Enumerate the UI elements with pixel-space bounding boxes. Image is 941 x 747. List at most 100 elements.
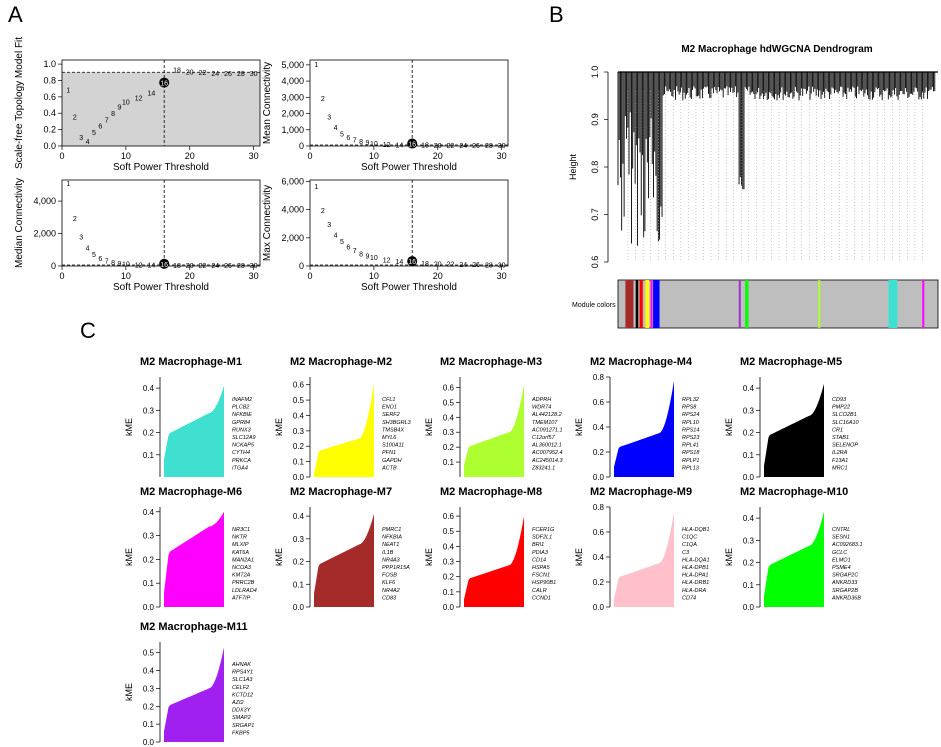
y-tick-label: 0.2 xyxy=(143,429,155,438)
gene-label: SLC16A10 xyxy=(832,420,860,426)
data-point-label: 22 xyxy=(199,263,207,270)
data-point-label: 28 xyxy=(485,143,493,150)
gene-label: RPS18 xyxy=(682,450,700,456)
gene-label: PMP22 xyxy=(832,405,850,411)
data-point-label: 7 xyxy=(105,258,109,265)
gene-label: TMSB4X xyxy=(382,427,404,433)
kme-plot-title: M2 Macrophage-M2 xyxy=(290,356,392,368)
x-tick-label: 10 xyxy=(121,271,131,281)
y-axis-label: Mean Connectivity xyxy=(262,62,273,144)
gene-label: S100A11 xyxy=(382,443,404,449)
gene-label: RPS24 xyxy=(682,412,699,418)
data-point-label: 18 xyxy=(421,261,429,268)
gene-label: ATF7IP xyxy=(231,595,251,601)
x-tick-label: 0 xyxy=(59,151,64,161)
kme-area xyxy=(164,511,224,607)
kme-area xyxy=(464,384,524,477)
data-point-label: 12 xyxy=(383,258,391,265)
y-tick-label: 1,000 xyxy=(281,125,304,135)
data-point-label: 1 xyxy=(314,62,318,69)
data-point-label: 9 xyxy=(366,140,370,147)
panel-label-a: A xyxy=(8,2,23,27)
data-point-label: 2 xyxy=(73,114,77,121)
gene-label: PFN1 xyxy=(382,450,396,456)
y-tick-label: 0.4 xyxy=(143,667,155,676)
x-tick-label: 10 xyxy=(369,271,379,281)
kme-area xyxy=(614,512,674,607)
gene-label: ADPRH xyxy=(531,397,551,403)
x-tick-label: 20 xyxy=(185,271,195,281)
y-tick-label: 0.2 xyxy=(43,125,56,135)
kme-plot-7: M2 Macrophage-M7 0.0 0.1 0.2 0.3 0.4 kME PMRC1 N… xyxy=(274,486,410,612)
gene-label: NCOA3 xyxy=(232,565,252,571)
gene-label: MAN2A1 xyxy=(232,557,254,563)
y-axis-label: Median Connectivity xyxy=(14,178,25,268)
y-tick-label: 0.4 xyxy=(143,384,155,393)
y-tick-label: 0.5 xyxy=(443,398,455,407)
data-point-label: 9 xyxy=(118,105,122,112)
gene-label: AZI2 xyxy=(231,700,244,706)
gene-label: SRGAP2C xyxy=(832,573,858,579)
x-tick-label: 10 xyxy=(121,151,131,161)
gene-label: HSP90B1 xyxy=(532,580,556,586)
dendrogram-title: M2 Macrophage hdWGCNA Dendrogram xyxy=(681,44,872,55)
data-point-label: 16 xyxy=(160,262,168,269)
y-tick-label: 0.1 xyxy=(143,579,155,588)
gene-label: PLCB2 xyxy=(232,405,249,411)
data-point-label: 6 xyxy=(346,135,350,142)
module-color-segment xyxy=(645,280,650,328)
x-tick-label: 30 xyxy=(497,151,507,161)
data-point-label: 22 xyxy=(199,70,207,77)
y-tick-label: 0.2 xyxy=(143,555,155,564)
data-point-label: 14 xyxy=(148,91,156,98)
plot-median_conn: 0 10 20 30 Soft Power Threshold 0 2,000 4,000 Me… xyxy=(14,178,261,293)
kme-area xyxy=(614,380,674,477)
gene-label: RPS14 xyxy=(682,427,699,433)
y-tick-label: 0.0 xyxy=(443,603,455,612)
data-point-label: 22 xyxy=(447,143,455,150)
gene-label: KLF6 xyxy=(382,580,396,586)
module-color-segment xyxy=(653,280,660,328)
y-tick-label: 0.3 xyxy=(443,428,455,437)
gene-label: ELMO1 xyxy=(832,557,851,563)
y-tick-label: 0.4 xyxy=(443,542,455,551)
y-tick-label: 0.6 xyxy=(293,381,305,390)
gene-label: PRKCA xyxy=(232,458,251,464)
gene-label: CELF2 xyxy=(232,685,249,691)
data-point-label: 4 xyxy=(86,245,90,252)
gene-label: CYTH4 xyxy=(232,450,250,456)
kme-plot-2: M2 Macrophage-M2 0.0 0.1 0.2 0.3 0.4 0.5 0.6 kME… xyxy=(274,356,412,482)
data-point-label: 10 xyxy=(370,141,378,148)
y-axis-label: kME xyxy=(724,548,734,566)
data-point-label: 2 xyxy=(321,96,325,103)
y-tick-label: 2,000 xyxy=(33,229,56,239)
kme-area xyxy=(764,383,824,477)
data-point-label: 28 xyxy=(485,262,493,269)
gene-label: HLA-DQA1 xyxy=(682,557,710,563)
data-point-label: 18 xyxy=(173,263,181,270)
gene-label: SLC12A9 xyxy=(232,435,256,441)
gene-label: MLXIP xyxy=(232,542,249,548)
selected-power-marker xyxy=(407,138,418,149)
y-tick-label: 0.0 xyxy=(743,473,755,482)
gene-label: RPL13 xyxy=(682,465,700,471)
y-tick-label: 1.0 xyxy=(590,66,600,79)
data-point-label: 12 xyxy=(135,95,143,102)
kme-plot-6: M2 Macrophage-M6 0.0 0.1 0.2 0.3 0.4 kME NR3C1 N… xyxy=(124,486,257,612)
y-tick-label: 4,000 xyxy=(33,196,56,206)
y-tick-label: 0 xyxy=(299,261,304,271)
y-axis-label: kME xyxy=(724,418,734,436)
y-tick-label: 0.4 xyxy=(143,508,155,517)
gene-label: CD83 xyxy=(382,595,397,601)
gene-label: KCTD12 xyxy=(232,692,253,698)
panel-label-b: B xyxy=(549,2,564,27)
gene-label: FOSB xyxy=(382,573,397,579)
gene-label: C3 xyxy=(682,550,690,556)
data-point-label: 1 xyxy=(314,184,318,191)
gene-label: GPR84 xyxy=(232,420,250,426)
data-point-label: 24 xyxy=(211,71,219,78)
y-tick-label: 0.3 xyxy=(293,535,305,544)
y-tick-label: 0.1 xyxy=(443,458,455,467)
y-tick-label: 0.3 xyxy=(143,684,155,693)
data-point-label: 26 xyxy=(472,262,480,269)
